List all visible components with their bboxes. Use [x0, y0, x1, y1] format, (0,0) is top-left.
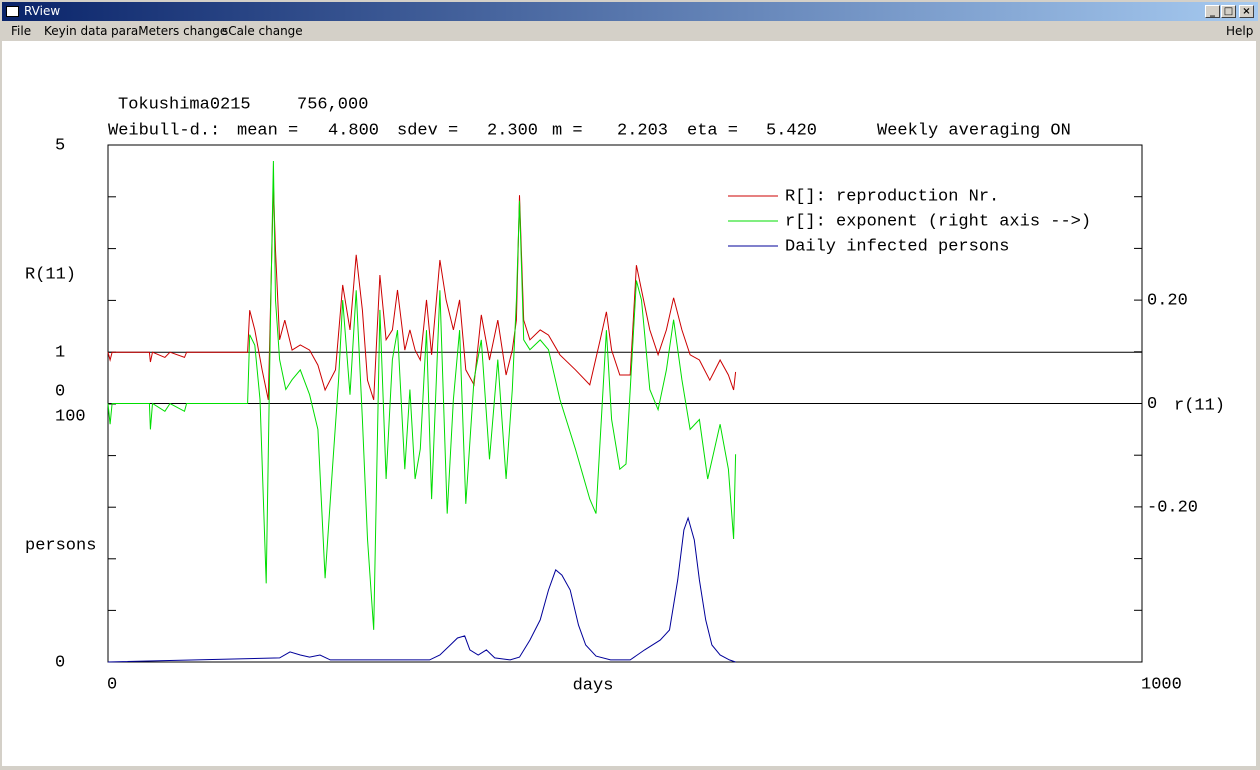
y-tick-label: 1	[55, 344, 65, 363]
population: 756,000	[297, 95, 368, 114]
y3-tick-label: 0	[55, 653, 65, 672]
y-axis-label: R(11)	[25, 265, 76, 284]
minimize-button[interactable]: _	[1205, 5, 1220, 18]
data-line	[107, 160, 737, 630]
y-tick-label: 0	[55, 382, 65, 401]
menu-item[interactable]: File	[11, 24, 32, 38]
legend-label: r[]: exponent (right axis -->)	[785, 212, 1091, 231]
y2-tick-label: 0.20	[1147, 292, 1188, 311]
param-value: 2.203	[617, 121, 668, 140]
param-value: 4.800	[328, 121, 379, 140]
param-label: m =	[552, 121, 583, 140]
client-area: Tokushima0215 756,000 Weibull-d.: mean =…	[2, 41, 1256, 766]
app-icon	[6, 6, 19, 17]
y3-axis-label: persons	[25, 536, 96, 555]
param-value: 5.420	[766, 121, 817, 140]
param-label: mean =	[237, 121, 298, 140]
param-value: 2.300	[487, 121, 538, 140]
param-label: eta =	[687, 121, 738, 140]
title-bar: RView _ □ ×	[2, 2, 1258, 21]
region-name: Tokushima0215	[118, 95, 251, 114]
y3-tick-label: 100	[55, 407, 86, 426]
averaging: Weekly averaging ON	[877, 121, 1071, 140]
legend-label: R[]: reproduction Nr.	[785, 187, 999, 206]
legend-label: Daily infected persons	[785, 237, 1009, 256]
maximize-button[interactable]: □	[1221, 5, 1236, 18]
window-title: RView	[24, 4, 61, 18]
menu-item[interactable]: paraMeters change	[111, 24, 228, 38]
y-tick-label: 5	[55, 136, 65, 155]
menu-item[interactable]: Keyin data	[44, 24, 108, 38]
x-axis-label: days	[573, 676, 614, 695]
distribution: Weibull-d.:	[108, 121, 220, 140]
chart: Tokushima0215 756,000 Weibull-d.: mean =…	[25, 95, 1225, 695]
x-tick-label: 1000	[1141, 675, 1182, 694]
data-line	[107, 516, 736, 663]
data-line	[107, 184, 737, 401]
menu-item[interactable]: Help	[1226, 24, 1254, 38]
x-tick-label: 0	[107, 675, 117, 694]
y2-tick-label: -0.20	[1147, 498, 1198, 517]
close-button[interactable]: ×	[1239, 5, 1254, 18]
menu-bar: File Keyin data paraMeters change sCale …	[2, 21, 1258, 41]
menu-item[interactable]: sCale change	[222, 24, 303, 38]
y2-tick-label: 0	[1147, 395, 1157, 414]
y2-axis-label: r(11)	[1174, 396, 1225, 415]
param-label: sdev =	[397, 121, 458, 140]
